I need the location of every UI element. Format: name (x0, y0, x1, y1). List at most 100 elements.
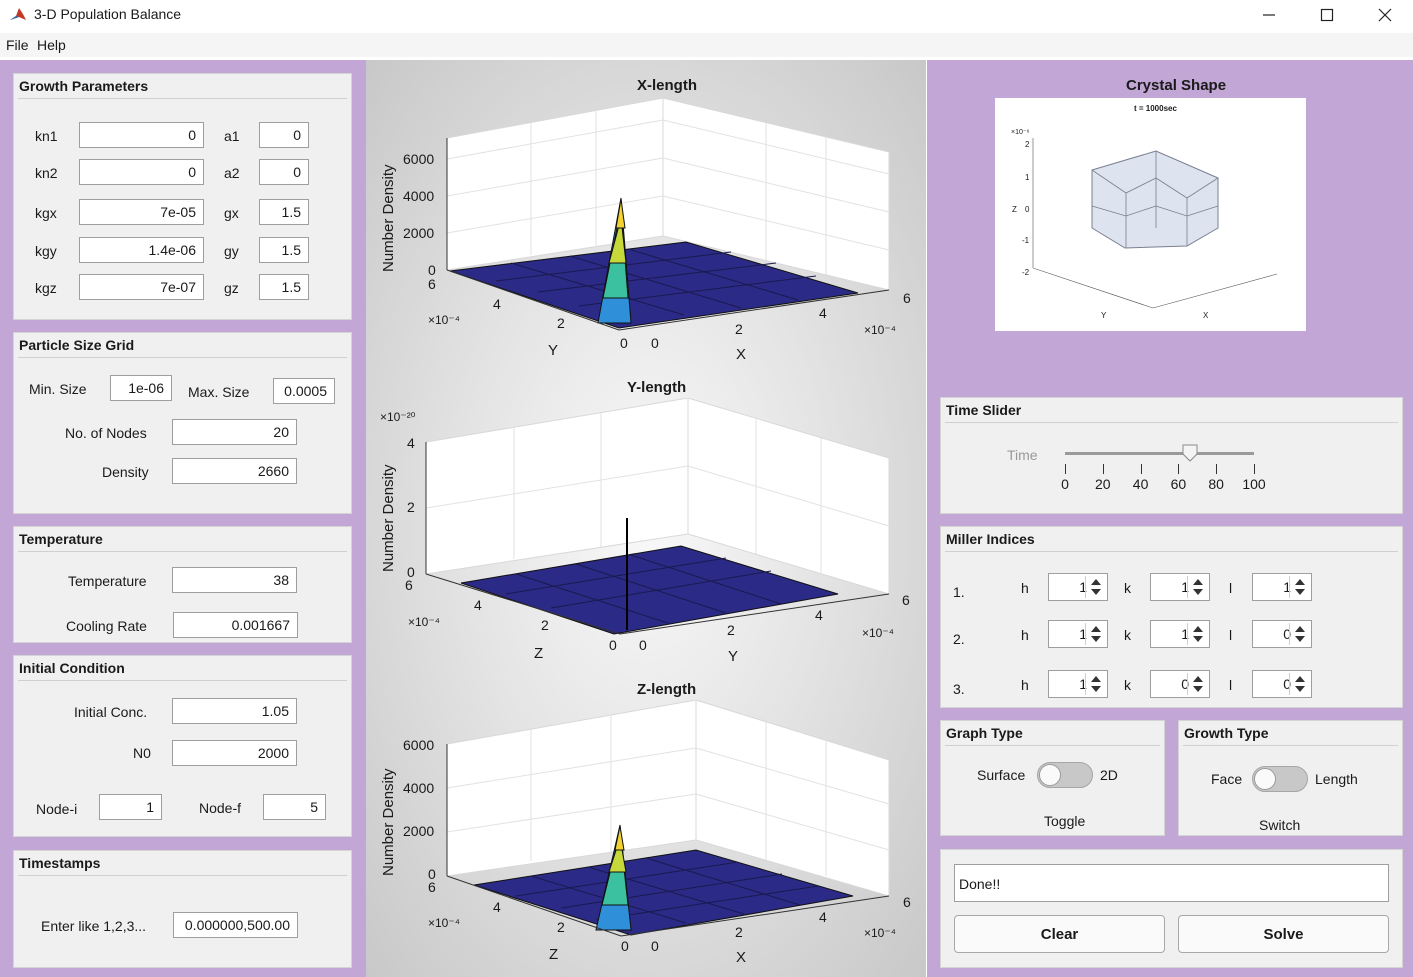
menu-bar: File Help (0, 33, 1413, 57)
kgz-label: kgz (35, 280, 57, 296)
kgx-field[interactable]: 7e-05 (79, 199, 204, 225)
h-label: h (1021, 580, 1029, 596)
minimize-icon (1263, 14, 1275, 16)
y-length-surface-plot[interactable] (366, 398, 926, 670)
temperature-panel: Temperature Temperature 38 Cooling Rate … (13, 526, 352, 643)
slider-tick-mark (1140, 464, 1142, 474)
maximize-button[interactable] (1298, 0, 1356, 30)
max-size-field[interactable]: 0.0005 (273, 378, 335, 404)
spin-down-icon (1091, 636, 1101, 642)
x-plot-xtick: 6 (903, 290, 911, 306)
y-plot-right-exp: ×10⁻⁴ (862, 626, 894, 640)
gx-field[interactable]: 1.5 (259, 199, 309, 225)
a1-field[interactable]: 0 (259, 122, 309, 148)
miller-k-spinner[interactable]: 1 (1150, 620, 1210, 648)
gy-field[interactable]: 1.5 (259, 237, 309, 263)
miller-l-spinner[interactable]: 1 (1252, 573, 1312, 601)
time-slider-track[interactable] (1065, 452, 1254, 455)
slider-tick-label: 100 (1242, 476, 1266, 492)
z-plot-rtick: 4 (819, 909, 827, 925)
crystal-y-label: Y (1101, 311, 1107, 320)
time-slider-panel: Time Slider Time 0 20 40 60 80 100 (940, 397, 1403, 514)
2d-label: 2D (1100, 767, 1118, 783)
spinner-arrows[interactable] (1085, 623, 1105, 645)
z-length-surface-plot[interactable] (366, 700, 926, 972)
x-plot-ztick: 4000 (403, 188, 435, 204)
status-field[interactable]: Done!! (954, 864, 1389, 902)
crystal-shape-plot[interactable]: t = 1000sec ×10⁻⁶ 2 1 0 -1 -2 Z Y X (995, 98, 1306, 331)
miller-l-spinner[interactable]: 0 (1252, 620, 1312, 648)
gy-label: gy (224, 243, 239, 259)
nodes-field[interactable]: 20 (172, 419, 297, 445)
y-plot-ztick: 0 (407, 564, 415, 580)
node-i-field[interactable]: 1 (99, 794, 162, 820)
spinner-arrows[interactable] (1187, 623, 1207, 645)
k-label: k (1124, 580, 1131, 596)
growth-type-switch[interactable] (1252, 766, 1308, 792)
n0-field[interactable]: 2000 (172, 740, 297, 766)
menu-file[interactable]: File (6, 37, 29, 53)
spinner-arrows[interactable] (1289, 673, 1309, 695)
growth-type-panel: Growth Type Face Length Switch (1178, 720, 1403, 836)
cooling-rate-field[interactable]: 0.001667 (173, 612, 298, 638)
time-slider-thumb[interactable] (1182, 444, 1198, 462)
maximize-icon (1320, 8, 1334, 22)
density-field[interactable]: 2660 (172, 458, 297, 484)
kn2-field[interactable]: 0 (79, 159, 204, 185)
miller-k-spinner[interactable]: 1 (1150, 573, 1210, 601)
timestamps-panel: Timestamps Enter like 1,2,3... 0.000000,… (13, 850, 352, 968)
x-length-surface-plot[interactable] (366, 98, 926, 370)
z-plot-ltick: 0 (621, 938, 629, 954)
min-size-field[interactable]: 1e-06 (110, 375, 172, 401)
kn1-label: kn1 (35, 128, 58, 144)
l-label: l (1229, 580, 1233, 596)
h-label: h (1021, 627, 1029, 643)
panel-title: Initial Condition (19, 660, 125, 676)
miller-row-number: 3. (953, 681, 965, 697)
close-button[interactable] (1356, 0, 1413, 30)
crystal-shape-title: Crystal Shape (1126, 77, 1227, 94)
spinner-arrows[interactable] (1289, 576, 1309, 598)
timestamps-field[interactable]: 0.000000,500.00 (173, 912, 298, 938)
kn1-field[interactable]: 0 (79, 122, 204, 148)
actions-panel: Done!! Clear Solve (940, 849, 1403, 968)
miller-k-spinner[interactable]: 0 (1150, 670, 1210, 698)
miller-h-spinner[interactable]: 1 (1048, 573, 1108, 601)
y-plot-ztick: 0 (609, 637, 617, 653)
spinner-arrows[interactable] (1085, 673, 1105, 695)
solve-button[interactable]: Solve (1178, 915, 1389, 953)
spinner-arrows[interactable] (1187, 576, 1207, 598)
miller-h-spinner[interactable]: 1 (1048, 670, 1108, 698)
z-plot-ltick: 6 (428, 879, 436, 895)
clear-button[interactable]: Clear (954, 915, 1165, 953)
graph-type-toggle[interactable] (1037, 762, 1093, 788)
spinner-arrows[interactable] (1085, 576, 1105, 598)
spin-up-icon (1091, 676, 1101, 682)
node-f-field[interactable]: 5 (263, 794, 326, 820)
miller-l-spinner[interactable]: 0 (1252, 670, 1312, 698)
minimize-button[interactable] (1240, 0, 1298, 30)
y-plot-right-axis: Y (728, 648, 739, 665)
slider-tick-mark (1254, 464, 1255, 474)
face-label: Face (1211, 771, 1243, 787)
z-plot-ztick: 2000 (403, 823, 435, 839)
initial-conc-field[interactable]: 1.05 (172, 698, 297, 724)
x-plot-right-axis: X (736, 346, 747, 363)
temperature-field[interactable]: 38 (172, 567, 297, 593)
y-plot-ztick: 6 (405, 577, 413, 593)
length-label: Length (1315, 771, 1358, 787)
spinner-arrows[interactable] (1289, 623, 1309, 645)
z-plot-ztick: 6000 (403, 737, 435, 753)
y-plot-ytick: 6 (902, 592, 910, 608)
x-plot-xtick: 0 (651, 335, 659, 351)
x-plot-left-axis: Y (548, 342, 559, 359)
initial-conc-label: Initial Conc. (74, 704, 148, 720)
kgz-field[interactable]: 7e-07 (79, 274, 204, 300)
spinner-arrows[interactable] (1187, 673, 1207, 695)
h-label: h (1021, 677, 1029, 693)
miller-h-spinner[interactable]: 1 (1048, 620, 1108, 648)
a2-field[interactable]: 0 (259, 159, 309, 185)
kgy-field[interactable]: 1.4e-06 (79, 237, 204, 263)
gz-field[interactable]: 1.5 (259, 274, 309, 300)
menu-help[interactable]: Help (37, 37, 66, 53)
